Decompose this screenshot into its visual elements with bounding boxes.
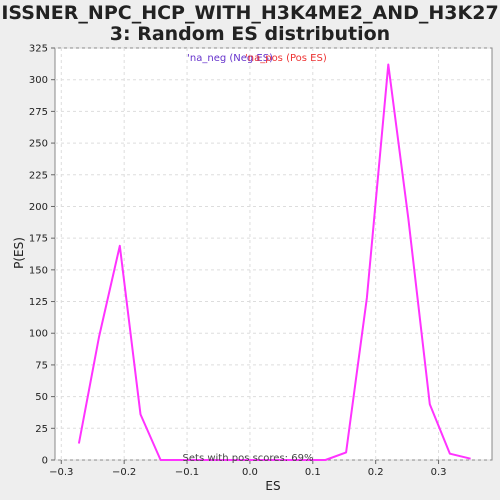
y-tick-label: 100 xyxy=(29,329,48,340)
y-tick-label: 250 xyxy=(29,139,48,150)
y-tick-label: 200 xyxy=(29,202,48,213)
series-layer xyxy=(77,63,471,461)
chart-title-line-1: MEISSNER_NPC_HCP_WITH_H3K4ME2_AND_H3K27M… xyxy=(0,2,500,24)
x-axis-label: ES xyxy=(265,479,280,493)
x-tick-label: −0.2 xyxy=(112,467,136,478)
y-tick-label: 225 xyxy=(29,170,48,181)
y-tick-label: 150 xyxy=(29,265,48,276)
plot-area xyxy=(54,47,493,461)
y-axis-label: P(ES) xyxy=(12,237,26,269)
y-tick-label: 325 xyxy=(29,44,48,55)
x-tick-label: −0.1 xyxy=(175,467,199,478)
legend-pos: 'na_pos (Pos ES) xyxy=(245,53,327,64)
x-tick-label: 0.1 xyxy=(305,467,321,478)
y-tick-label: 75 xyxy=(35,360,48,371)
y-tick-label: 300 xyxy=(29,75,48,86)
grid-lines xyxy=(55,47,492,461)
y-tick-label: 175 xyxy=(29,234,48,245)
es-distribution-line xyxy=(77,63,471,461)
y-tick-label: 0 xyxy=(42,456,48,467)
axes: 0 25 50 75 100 125 150 175 200 225 250 275 300 325 −0.… xyxy=(29,44,447,479)
x-tick-label: 0.0 xyxy=(242,467,258,478)
y-tick-label: 25 xyxy=(35,424,48,435)
annotation-pos-scores: Sets with pos scores: 69% xyxy=(183,453,314,464)
y-tick-label: 125 xyxy=(29,297,48,308)
chart-title-line-2: 3: Random ES distribution xyxy=(110,23,390,45)
y-tick-label: 50 xyxy=(35,392,48,403)
x-tick-label: 0.2 xyxy=(368,467,384,478)
x-tick-label: −0.3 xyxy=(49,467,73,478)
legend-neg: 'na_neg (Neg ES) xyxy=(187,53,273,64)
y-tick-label: 275 xyxy=(29,107,48,118)
x-tick-label: 0.3 xyxy=(431,467,447,478)
